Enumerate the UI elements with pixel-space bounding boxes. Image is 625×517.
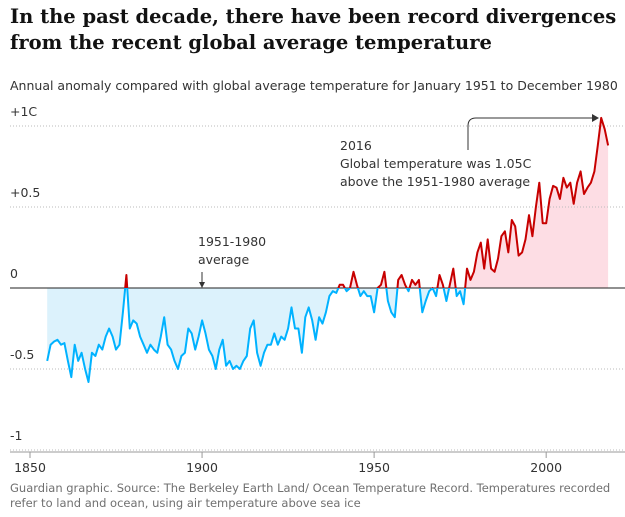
source-note: Guardian graphic. Source: The Berkeley E… (10, 481, 611, 510)
line-below (46, 288, 467, 383)
y-tick-label: -1 (10, 428, 22, 443)
annotation: above the 1951-1980 average (340, 174, 530, 189)
arrow-head (592, 114, 599, 122)
chart-subtitle: Annual anomaly compared with global aver… (10, 78, 618, 93)
area-below (47, 288, 609, 382)
arrow-head (199, 282, 205, 288)
chart: +1C +0.5 0 -0.5 -1 1850 1900 1950 2000 2016 Glob… (10, 104, 625, 475)
y-tick-label: 0 (10, 266, 18, 281)
annotation: Global temperature was 1.05C (340, 156, 532, 171)
x-tick-label: 1900 (186, 460, 218, 475)
x-tick-label: 2000 (530, 460, 562, 475)
area-above (47, 117, 609, 288)
line-above (124, 116, 610, 288)
annotation-arrow (467, 117, 592, 150)
y-tick-label: -0.5 (10, 347, 34, 362)
annotation: 1951-1980 (198, 234, 266, 249)
x-tick-label: 1850 (14, 460, 46, 475)
x-tick-label: 1950 (358, 460, 390, 475)
annotation: 2016 (340, 138, 372, 153)
annotation: average (198, 252, 249, 267)
y-tick-label: +1C (10, 104, 37, 119)
chart-title: In the past decade, there have been reco… (10, 5, 617, 54)
y-tick-label: +0.5 (10, 185, 40, 200)
